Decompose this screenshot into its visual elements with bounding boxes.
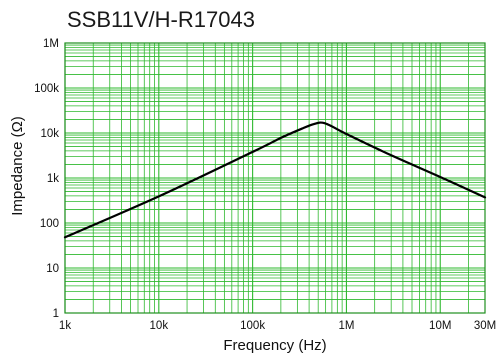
plot-frame [64, 42, 486, 314]
y-tick-label: 10k [40, 128, 59, 140]
x-tick-label: 100k [240, 320, 265, 332]
y-tick-label: 1k [47, 173, 59, 185]
y-tick-label: 1 [53, 308, 59, 320]
x-axis-label: Frequency (Hz) [223, 337, 326, 354]
x-tick-label: 1k [59, 320, 71, 332]
x-tick-label: 10M [429, 320, 451, 332]
x-tick-label: 10k [150, 320, 169, 332]
y-tick-label: 100k [34, 83, 59, 95]
y-tick-label: 1M [43, 38, 59, 50]
impedance-curve [63, 121, 487, 239]
y-tick-label: 100 [40, 218, 59, 230]
chart-title: SSB11V/H-R17043 [67, 7, 255, 32]
grid [64, 43, 486, 314]
x-tick-label: 1M [338, 320, 354, 332]
x-tick-label: 30M [474, 320, 496, 332]
y-tick-labels: 1 10 100 1k 10k 100k 1M [34, 38, 59, 320]
y-axis-label: Impedance (Ω) [9, 116, 26, 216]
x-tick-labels: 1k 10k 100k 1M 10M 30M [59, 320, 496, 332]
series-lines [63, 121, 487, 239]
y-tick-label: 10 [46, 263, 59, 275]
